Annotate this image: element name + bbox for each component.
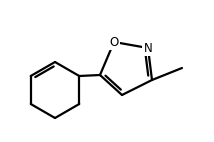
Text: N: N bbox=[144, 41, 152, 55]
Text: O: O bbox=[109, 36, 119, 49]
